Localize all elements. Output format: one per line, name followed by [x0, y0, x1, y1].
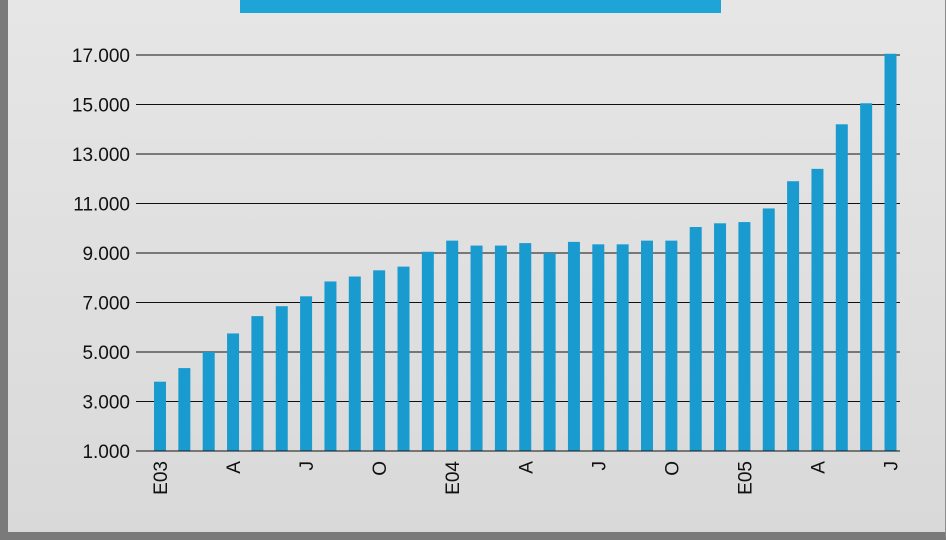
- y-tick-label: 13.000: [72, 145, 130, 166]
- bar: [567, 241, 580, 451]
- bar: [421, 251, 434, 451]
- bar: [397, 266, 410, 451]
- bar: [762, 208, 775, 451]
- bar: [154, 381, 166, 451]
- bar: [665, 240, 678, 451]
- y-tick-label: 7.000: [82, 294, 130, 315]
- bar: [178, 368, 191, 451]
- bar: [251, 316, 264, 451]
- bar: [543, 253, 556, 451]
- bar: [860, 103, 873, 451]
- bar: [787, 181, 800, 451]
- y-tick-label: 5.000: [82, 343, 130, 364]
- bar: [202, 352, 215, 451]
- x-tick-label: A: [516, 461, 537, 474]
- bar: [348, 276, 361, 451]
- x-tick-label: J: [589, 461, 610, 471]
- x-axis-ticks: E03AJOE04AJOE05AJOE06AJ: [151, 461, 903, 495]
- bar: [689, 227, 702, 451]
- bar: [373, 270, 386, 451]
- bar: [616, 244, 629, 451]
- bar: [714, 223, 727, 451]
- y-tick-label: 9.000: [82, 244, 130, 265]
- bar: [494, 245, 507, 451]
- bar: [227, 333, 240, 451]
- y-tick-label: 17.000: [72, 46, 130, 67]
- bar: [300, 296, 313, 451]
- x-tick-label: O: [370, 461, 391, 476]
- bar: [884, 53, 897, 451]
- y-tick-label: 1.000: [82, 442, 130, 463]
- y-tick-label: 3.000: [82, 393, 130, 414]
- bar: [446, 240, 459, 451]
- x-tick-label: J: [297, 461, 318, 471]
- bar: [592, 244, 605, 451]
- x-tick-label: J: [882, 461, 903, 471]
- header-accent-bar: [240, 0, 721, 13]
- bar: [519, 243, 532, 451]
- x-tick-label: A: [224, 461, 245, 474]
- y-tick-label: 15.000: [72, 96, 130, 117]
- bar: [470, 245, 483, 451]
- bar: [324, 281, 337, 451]
- bar: [811, 168, 824, 451]
- bar: [275, 306, 288, 451]
- bar: [641, 240, 653, 451]
- x-tick-label: E04: [443, 461, 464, 495]
- y-tick-label: 11.000: [73, 195, 130, 216]
- bars: [154, 53, 897, 452]
- bar: [738, 222, 751, 451]
- y-axis-ticks: 1.000 3.000 5.000 7.000 9.000 11.000 13.000 15.…: [72, 46, 147, 463]
- x-tick-label: E03: [151, 461, 172, 495]
- bar: [835, 124, 848, 452]
- x-tick-label: O: [662, 461, 683, 476]
- x-tick-label: A: [808, 461, 829, 474]
- x-tick-label: E05: [735, 461, 756, 495]
